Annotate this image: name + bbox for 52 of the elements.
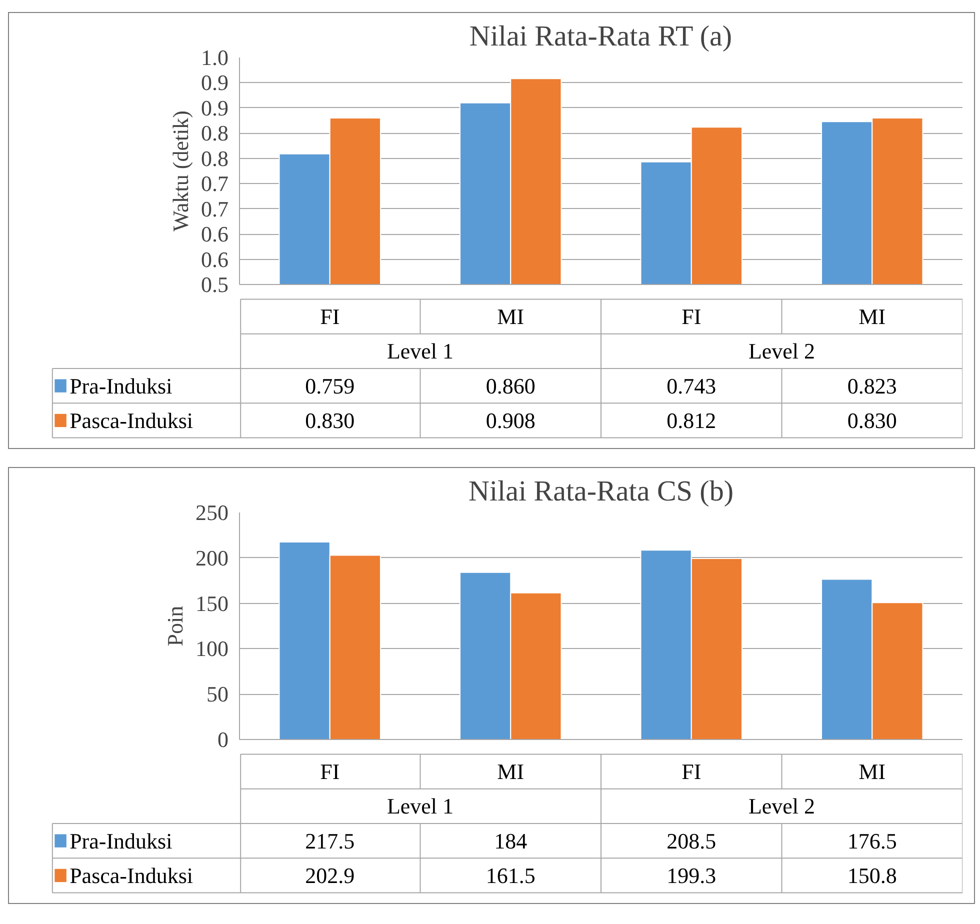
y-tick-label: 0.9 [201,95,228,120]
legend-label: Pra-Induksi [70,373,172,398]
y-tick-label: 0.9 [201,70,228,96]
chart-title: Nilai Rata-Rata CS (b) [468,476,734,508]
legend-label: Pra-Induksi [70,828,172,854]
y-tick-label: 1.0 [201,45,228,70]
data-label: 208.5 [666,828,716,854]
y-tick-label: 250 [196,500,228,525]
x-tick-label: FI [682,759,702,784]
x-tick-label: MI [858,759,886,784]
y-tick-label: 0.8 [201,146,228,171]
x-tick-label: MI [497,759,524,784]
x-tick-label: MI [858,304,886,330]
chart-title: Nilai Rata-Rata RT (a) [469,20,732,52]
data-label: 0.830 [305,408,355,433]
data-label: 176.5 [847,828,897,854]
text: Level 1 [386,794,454,819]
text: Level 1 [386,338,454,364]
y-tick-label: 0.8 [201,120,228,146]
data-label: 0.823 [847,373,897,398]
legend-label: Pasca-Induksi [70,862,193,888]
data-label: 150.8 [847,862,897,888]
y-axis-title: Waktu (detik) [168,110,193,232]
data-label: 161.5 [486,862,536,888]
data-label: 202.9 [305,862,355,888]
y-tick-label: 0.5 [201,272,228,297]
x-tick-label: FI [320,304,340,330]
y-tick-label: 0.7 [201,171,228,196]
y-tick-label: 50 [206,682,228,707]
y-tick-label: 0.6 [201,246,228,272]
data-label: 0.743 [666,373,716,398]
data-label: 199.3 [666,862,716,888]
x-tick-label: MI [497,304,524,330]
text: Level 2 [748,338,816,364]
legend-label: Pasca-Induksi [70,408,193,433]
data-label: 217.5 [305,828,355,854]
data-label: 184 [494,828,528,854]
x-tick-label: FI [682,304,702,330]
data-label: 0.860 [486,373,536,398]
y-tick-label: 100 [196,636,228,662]
y-tick-label: 200 [196,545,228,570]
y-tick-label: 150 [196,590,228,616]
y-tick-label: 0 [218,727,228,752]
text: Level 2 [748,794,816,819]
data-label: 0.830 [847,408,897,433]
y-tick-label: 0.7 [201,196,228,222]
data-label: 0.908 [486,408,536,433]
x-tick-label: FI [320,759,340,784]
data-label: 0.812 [666,408,716,433]
y-tick-label: 0.6 [201,222,228,247]
y-axis-title: Poin [162,606,188,646]
data-label: 0.759 [305,373,355,398]
